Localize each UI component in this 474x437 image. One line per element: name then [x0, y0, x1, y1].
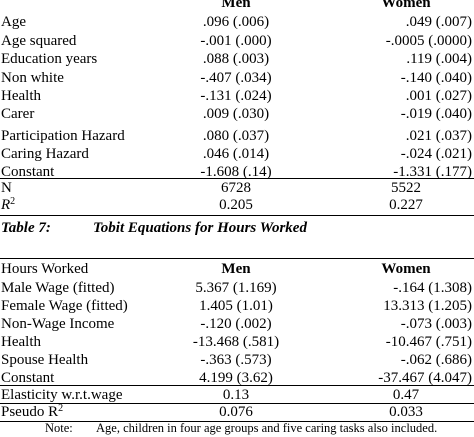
- table1-row: Constant -1.608 (.14) -1.331 (.177): [0, 163, 474, 181]
- table1-row-women: -1.331 (.177): [393, 164, 472, 180]
- table2-col-women: Women: [381, 261, 431, 277]
- table1-row: Age .096 (.006) .049 (.007): [0, 13, 474, 31]
- table2-row-women: 13.313 (1.205): [383, 298, 472, 314]
- pseudo-women: 0.033: [389, 404, 423, 420]
- table1-row-men: -1.608 (.14): [200, 164, 272, 180]
- caption-number: Table 7:: [1, 220, 51, 236]
- table1-row-label: Education years: [1, 51, 98, 67]
- table1-row-label: Health: [1, 88, 41, 104]
- table1-row-n: N 6728 5522: [0, 179, 474, 197]
- table1-header: Men Women: [0, 0, 474, 12]
- note-label: Note:: [45, 421, 73, 435]
- table1-row: Participation Hazard .080 (.037) .021 (.03…: [0, 127, 474, 145]
- table1-row: Health -.131 (.024) .001 (.027): [0, 87, 474, 105]
- table1-row-women: .049 (.007): [405, 14, 472, 30]
- table2-row-pseudo: Pseudo R2 0.076 0.033: [0, 403, 474, 421]
- r2-men: 0.205: [219, 197, 253, 213]
- table2-row-label: Male Wage (fitted): [1, 280, 115, 296]
- table1-row-women: -.019 (.040): [400, 106, 472, 122]
- table2-bottom-rule: [0, 421, 474, 422]
- table1-row-men: .088 (.003): [202, 51, 270, 67]
- table2-row-label: Spouse Health: [1, 352, 89, 368]
- note-text: Age, children in four age groups and fiv…: [96, 421, 438, 435]
- table1-row-women: -.024 (.021): [400, 146, 472, 162]
- table2-row-label: Health: [1, 334, 41, 350]
- table2-row-elasticity: Elasticity w.r.t.wage 0.13 0.47: [0, 386, 474, 404]
- table1-row: Non white -.407 (.034) -.140 (.040): [0, 69, 474, 87]
- table1-row: Education years .088 (.003) .119 (.004): [0, 50, 474, 68]
- table1-row-men: .046 (.014): [202, 146, 270, 162]
- table2-row: Non-Wage Income -.120 (.002) -.073 (.003): [0, 315, 474, 333]
- table1-row-women: -.140 (.040): [400, 70, 472, 86]
- table2-row: Health -13.468 (.581) -10.467 (.751): [0, 333, 474, 351]
- table2-top-rule: [0, 258, 474, 259]
- table2-row-women: -.062 (.686): [400, 352, 472, 368]
- table1-row-women: .021 (.037): [405, 128, 472, 144]
- table1-row-label: Caring Hazard: [1, 146, 89, 162]
- table1-col-women: Women: [381, 0, 431, 11]
- elasticity-women: 0.47: [392, 387, 420, 403]
- table1-row-men: .009 (.030): [202, 106, 270, 122]
- table1-rule-n: [0, 178, 474, 179]
- table1-row-men: -.131 (.024): [200, 88, 272, 104]
- table2-row-women: -.073 (.003): [400, 316, 472, 332]
- table1-row: Caring Hazard .046 (.014) -.024 (.021): [0, 145, 474, 163]
- table7-caption: Table 7: Tobit Equations for Hours Worked: [1, 219, 307, 237]
- table2-row-label: Non-Wage Income: [1, 316, 115, 332]
- table-note: Note: Age, children in four age groups an…: [45, 420, 437, 436]
- table1-row-r2: R2 0.205 0.227: [0, 196, 474, 214]
- table2-row-label: Female Wage (fitted): [1, 298, 128, 314]
- table2-row-label: Constant: [1, 370, 55, 386]
- r2-label: R2: [1, 196, 16, 214]
- table2-row: Female Wage (fitted) 1.405 (1.01) 13.313 (…: [0, 297, 474, 315]
- table2-row: Male Wage (fitted) 5.367 (1.169) -.164 (1.…: [0, 279, 474, 297]
- n-label: N: [1, 180, 12, 196]
- table1-row-label: Constant: [1, 164, 55, 180]
- table2-row-men: 4.199 (3.62): [199, 370, 273, 386]
- table2-row: Constant 4.199 (3.62) -37.467 (4.047): [0, 369, 474, 387]
- elasticity-men: 0.13: [222, 387, 250, 403]
- r2-women: 0.227: [389, 197, 423, 213]
- table1-row-label: Carer: [1, 106, 35, 122]
- table2-rule-elasticity: [0, 385, 474, 386]
- table1-row-women: -.0005 (.0000): [385, 33, 472, 49]
- table2-row: Spouse Health -.363 (.573) -.062 (.686): [0, 351, 474, 369]
- table1-col-men: Men: [221, 0, 251, 11]
- n-women: 5522: [391, 180, 421, 196]
- table1-row-label: Age squared: [1, 33, 77, 49]
- table2-row-women: -10.467 (.751): [385, 334, 472, 350]
- caption-title: Tobit Equations for Hours Worked: [93, 220, 307, 236]
- table2-row-women: -.164 (1.308): [393, 280, 472, 296]
- table1-row-men: -.001 (.000): [200, 33, 272, 49]
- table2-row-men: 1.405 (1.01): [199, 298, 273, 314]
- table2-header: Hours Worked Men Women: [0, 260, 474, 278]
- table1-row-men: -.407 (.034): [200, 70, 272, 86]
- table1-row-women: .119 (.004): [406, 51, 472, 67]
- elasticity-label: Elasticity w.r.t.wage: [1, 387, 123, 403]
- table2-row-men: -.120 (.002): [200, 316, 272, 332]
- table1-row-women: .001 (.027): [405, 88, 472, 104]
- table1-row-label: Participation Hazard: [1, 128, 125, 144]
- table2-rule-pseudo: [0, 403, 474, 404]
- pseudo-label: Pseudo R2: [1, 403, 64, 421]
- table2-row-men: 5.367 (1.169): [195, 280, 277, 296]
- table1-row-men: .096 (.006): [202, 14, 270, 30]
- table1-row-men: .080 (.037): [202, 128, 270, 144]
- table2-header-label: Hours Worked: [1, 261, 89, 277]
- table2-col-men: Men: [221, 261, 251, 277]
- table2-row-men: -.363 (.573): [200, 352, 272, 368]
- table1-row-label: Age: [1, 14, 26, 30]
- table1-row-label: Non white: [1, 70, 64, 86]
- table2-row-women: -37.467 (4.047): [378, 370, 472, 386]
- table1-row: Carer .009 (.030) -.019 (.040): [0, 105, 474, 123]
- table1-bottom-rule: [0, 215, 474, 216]
- table1-row: Age squared -.001 (.000) -.0005 (.0000): [0, 32, 474, 50]
- table2-row-men: -13.468 (.581): [192, 334, 280, 350]
- pseudo-men: 0.076: [219, 404, 253, 420]
- n-men: 6728: [221, 180, 251, 196]
